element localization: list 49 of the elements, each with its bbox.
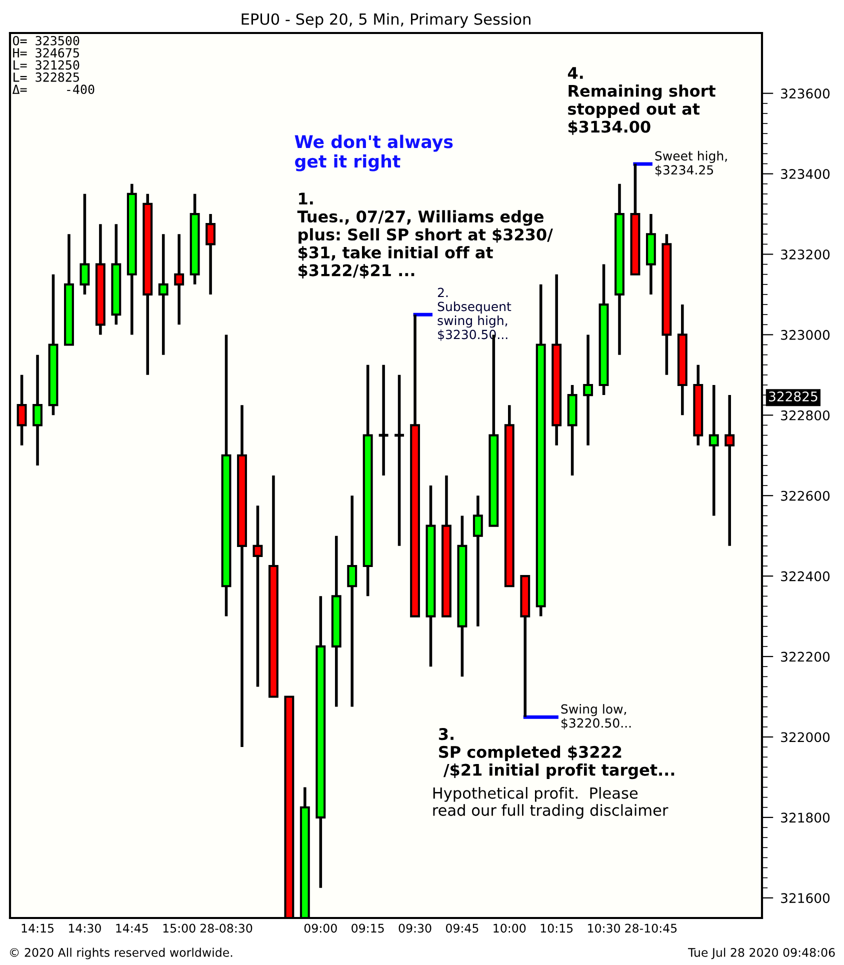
- y-tick-label: 323400: [781, 169, 830, 179]
- text: 322825: [769, 391, 818, 402]
- y-tick-label: 323200: [781, 249, 830, 260]
- x-tick-label: 14:30: [69, 924, 101, 933]
- candlestick: [16, 374, 27, 447]
- candlestick: [158, 232, 168, 356]
- chart-title: EPU0 - Sep 20, 5 Min, Primary Session: [242, 13, 530, 28]
- x-tick-label: 10:15: [540, 924, 573, 933]
- y-tick-label: 321600: [781, 893, 830, 904]
- y-tick-label: 322200: [781, 652, 830, 662]
- candlestick: [347, 494, 358, 708]
- y-tick-label: 323600: [781, 88, 830, 99]
- text: © 2020 All rights reserved worldwide.: [10, 948, 232, 960]
- annotation: Hypothetical profit. Please read our full trading disclaimer: [433, 787, 668, 819]
- x-tick-label: 09:15: [352, 924, 384, 933]
- annotation: We don't always get it right: [294, 134, 453, 172]
- annotation: 4. Remaining short stopped out at $3134.00: [568, 67, 716, 135]
- annotation: Swing low, $3220.50...: [561, 704, 631, 730]
- text: Tue Jul 28 2020 09:48:06: [688, 948, 835, 960]
- x-tick-label: 14:45: [116, 924, 148, 933]
- x-tick-label: 28-08:30: [200, 924, 252, 933]
- candlestick: [708, 384, 719, 518]
- candlestick: [583, 333, 594, 447]
- candlestick: [472, 494, 483, 628]
- candlestick: [32, 353, 43, 467]
- y-tick-label: 322800: [781, 410, 830, 420]
- x-tick-label: 28-10:45: [625, 924, 677, 933]
- y-tick-label: 322000: [781, 732, 830, 742]
- y-tick-label: 322400: [781, 571, 830, 582]
- candlestick: [724, 394, 735, 548]
- annotation: 3. SP completed $3222 /$21 initial profit target...: [438, 728, 674, 780]
- x-tick-label: 15:00: [163, 924, 196, 933]
- x-tick-label: 09:45: [446, 924, 478, 933]
- candlestick: [80, 192, 90, 296]
- x-tick-label: 09:00: [304, 924, 337, 933]
- annotation: O= 323500 H= 324675 L= 321250 L= 322825 Δ= -400: [12, 36, 94, 94]
- x-tick-label: 10:00: [494, 924, 526, 933]
- y-tick-label: 322600: [781, 490, 830, 501]
- annotation: 1. Tues., 07/27, Williams edge plus: Sell SP short at $3230/ $31, take initial off at $3122/$21 ...: [297, 192, 553, 278]
- annotation: 2. Subsequent swing high, $3230.50...: [438, 288, 512, 341]
- candlestick: [252, 504, 263, 688]
- x-tick-label: 09:30: [398, 924, 432, 933]
- candlestick: [174, 232, 184, 326]
- x-tick-label: 14:15: [22, 924, 54, 933]
- annotation: Sweet high, $3234.25: [655, 150, 727, 176]
- x-tick-label: 10:30: [588, 924, 620, 933]
- y-tick-label: 323000: [781, 330, 830, 340]
- candlestick: [206, 212, 216, 296]
- y-tick-label: 321800: [781, 812, 830, 823]
